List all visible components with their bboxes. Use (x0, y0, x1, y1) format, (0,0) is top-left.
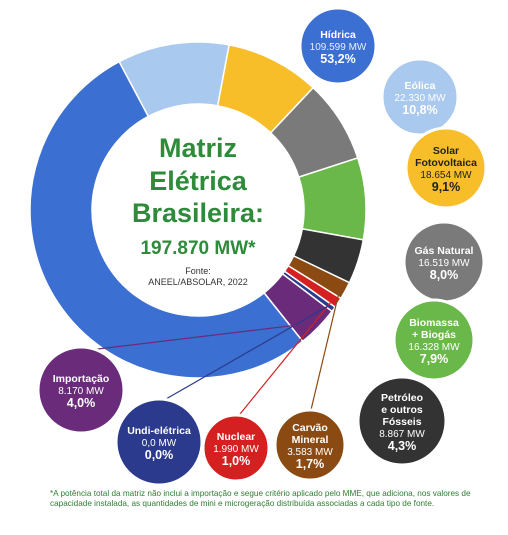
legend-name-1-0: Eólica (405, 80, 436, 92)
legend-pct-8: 0,0% (145, 448, 174, 462)
legend-name-2-0: Solar (433, 145, 459, 157)
legend-pct-5: 4,3% (388, 439, 417, 453)
legend-mw-9: 8.170 MW (58, 386, 104, 397)
legend-pct-4: 7,9% (420, 352, 449, 366)
legend-mw-4: 16.328 MW (408, 342, 460, 353)
legend-pct-7: 1,0% (222, 454, 251, 468)
legend-bubble-1 (380, 57, 460, 137)
source-label: Fonte: (185, 266, 211, 276)
legend-mw-2: 18.654 MW (420, 170, 472, 181)
source-value: ANEEL/ABSOLAR, 2022 (148, 277, 248, 287)
legend-pct-1: 10,8% (402, 103, 437, 117)
legend-name-8-0: Undi-elétrica (127, 425, 191, 437)
legend-name-6-1: Mineral (292, 434, 329, 446)
legend-name-4-0: Biomassa (409, 317, 459, 329)
legend-mw-1: 22.330 MW (394, 93, 446, 104)
legend-pct-6: 1,7% (296, 457, 325, 471)
leader-line-9 (80, 322, 315, 352)
legend-name-3-0: Gás Natural (415, 245, 474, 257)
legend-bubble-6 (273, 408, 347, 482)
legend-mw-5: 8.867 MW (379, 429, 425, 440)
center-label: Matriz Elétrica Brasileira: 197.870 MW* … (92, 104, 304, 316)
title-line-3: Brasileira: (132, 198, 264, 228)
center-hole (92, 104, 304, 316)
legend-pct-0: 53,2% (320, 52, 355, 66)
legend-pct-3: 8,0% (430, 268, 459, 282)
footnote: *A potência total da matriz não inclui a… (50, 489, 471, 508)
leader-line-7 (235, 299, 334, 420)
legend-name-5-2: Fósseis (382, 416, 421, 428)
legend-bubble-9 (36, 345, 126, 435)
legend-mw-6: 3.583 MW (287, 447, 333, 458)
legend-bubble-2 (404, 126, 488, 210)
legend-bubble-8 (114, 397, 204, 487)
legend-pct-2: 9,1% (432, 180, 461, 194)
legend-name-9-0: Importação (53, 373, 110, 385)
legend-mw-3: 16.519 MW (418, 258, 470, 269)
legend-mw-0: 109.599 MW (310, 42, 367, 53)
total-capacity: 197.870 MW* (140, 238, 256, 259)
legend-bubble-4 (392, 298, 476, 382)
legend-bubble-0 (298, 6, 378, 86)
legend-pct-9: 4,0% (67, 396, 96, 410)
title-line-1: Matriz (159, 133, 237, 163)
legend-name-2-1: Fotovoltaica (415, 157, 477, 169)
legend-name-6-0: Carvão (292, 422, 328, 434)
legend-mw-7: 1.990 MW (213, 444, 259, 455)
leader-line-6 (309, 287, 341, 415)
legend-name-0-0: Hídrica (320, 29, 356, 41)
legend-bubble-5 (356, 375, 448, 467)
leader-lines (80, 287, 341, 420)
legend-mw-8: 0,0 MW (142, 438, 177, 449)
title-line-2: Elétrica (149, 166, 248, 196)
legend-name-5-1: e outros (381, 404, 423, 416)
leader-line-8 (158, 305, 330, 404)
legend-name-7-0: Nuclear (217, 431, 256, 443)
legend-name-4-1: + Biogás (412, 329, 456, 341)
legend-name-5-0: Petróleo (381, 392, 423, 404)
